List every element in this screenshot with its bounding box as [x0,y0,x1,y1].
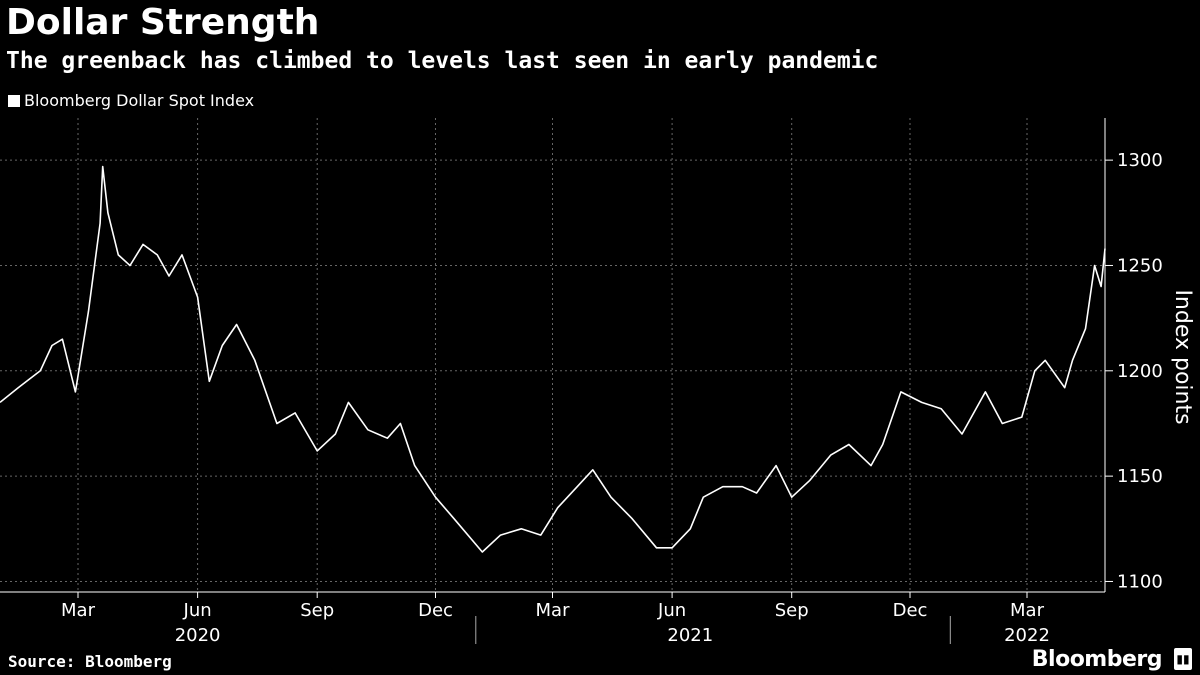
chart-subtitle: The greenback has climbed to levels last… [6,48,879,74]
x-year-label: 2022 [1004,625,1050,646]
legend: Bloomberg Dollar Spot Index [8,90,254,112]
y-tick-label: 1100 [1117,571,1163,592]
y-tick-label: 1250 [1117,255,1163,276]
y-tick-label: 1200 [1117,361,1163,382]
y-axis-title: Index points [1170,289,1195,424]
series-line [0,165,1106,553]
y-tick-label: 1150 [1117,466,1163,487]
gridlines [0,118,1105,592]
x-year-label: 2020 [175,625,221,646]
x-tick-label: Jun [657,600,686,621]
x-year-label: 2021 [667,625,713,646]
axes: 1100 1150 1200 1250 1300 Mar Jun Sep Dec Mar Jun Se… [0,118,1163,646]
x-tick-label: Mar [536,600,571,621]
y-tick-label: 1300 [1117,150,1163,171]
x-tick-label: Jun [183,600,212,621]
x-tick-label: Mar [61,600,96,621]
legend-label: Bloomberg Dollar Spot Index [24,91,255,110]
series-layer [0,165,1106,553]
chart-title: Dollar Strength [6,2,320,43]
x-tick-label: Sep [300,600,334,621]
bloomberg-terminal-icon: ▮▮ [1174,648,1192,670]
x-tick-label: Dec [893,600,928,621]
source-note: Source: Bloomberg [8,652,172,671]
brand-logo: Bloomberg [1031,647,1163,672]
x-tick-label: Mar [1010,600,1045,621]
legend-swatch [8,95,20,107]
x-tick-label: Sep [775,600,809,621]
x-tick-label: Dec [418,600,453,621]
